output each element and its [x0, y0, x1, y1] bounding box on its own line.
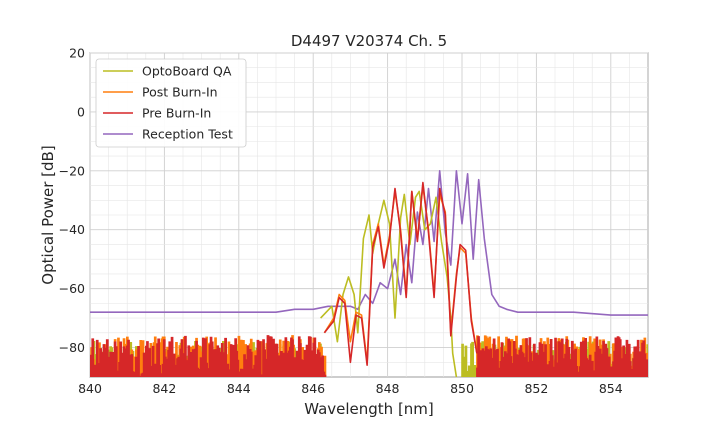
tick-labels: 840 842 844 846 848 850 852 854 20 0 −20 −40 −60 −80 — [59, 46, 623, 397]
series-line — [90, 170, 648, 316]
legend-label: OptoBoard QA — [142, 64, 232, 79]
legend-label: Reception Test — [142, 127, 233, 142]
series-layer — [90, 170, 648, 377]
series-pre-burn-in — [90, 181, 648, 377]
x-tick-label: 850 — [450, 381, 474, 396]
y-tick-label: 0 — [77, 104, 85, 119]
series-reception-test — [90, 170, 648, 316]
legend-box — [95, 58, 247, 148]
x-tick-label: 846 — [301, 381, 325, 396]
legend: OptoBoard QA Post Burn-In Pre Burn-In Recep… — [95, 58, 247, 148]
y-tick-label: −60 — [59, 281, 85, 296]
y-tick-label: −20 — [59, 163, 85, 178]
x-tick-label: 854 — [599, 381, 623, 396]
x-axis-label: Wavelength [nm] — [304, 400, 434, 418]
chart-title: D4497 V20374 Ch. 5 — [291, 32, 447, 50]
y-axis-label: Optical Power [dB] — [39, 145, 57, 284]
x-tick-label: 852 — [524, 381, 548, 396]
series-noise-floor — [476, 336, 648, 377]
series-line — [323, 181, 478, 367]
x-tick-label: 842 — [152, 381, 176, 396]
y-tick-label: −40 — [59, 222, 85, 237]
legend-label: Pre Burn-In — [142, 106, 211, 121]
y-tick-label: 20 — [69, 46, 85, 61]
y-tick-label: −80 — [59, 340, 85, 355]
legend-label: Post Burn-In — [142, 85, 218, 100]
series-noise-floor — [90, 335, 327, 377]
series-line — [320, 190, 458, 377]
x-tick-label: 848 — [376, 381, 400, 396]
x-tick-label: 844 — [227, 381, 251, 396]
x-tick-label: 840 — [78, 381, 102, 396]
